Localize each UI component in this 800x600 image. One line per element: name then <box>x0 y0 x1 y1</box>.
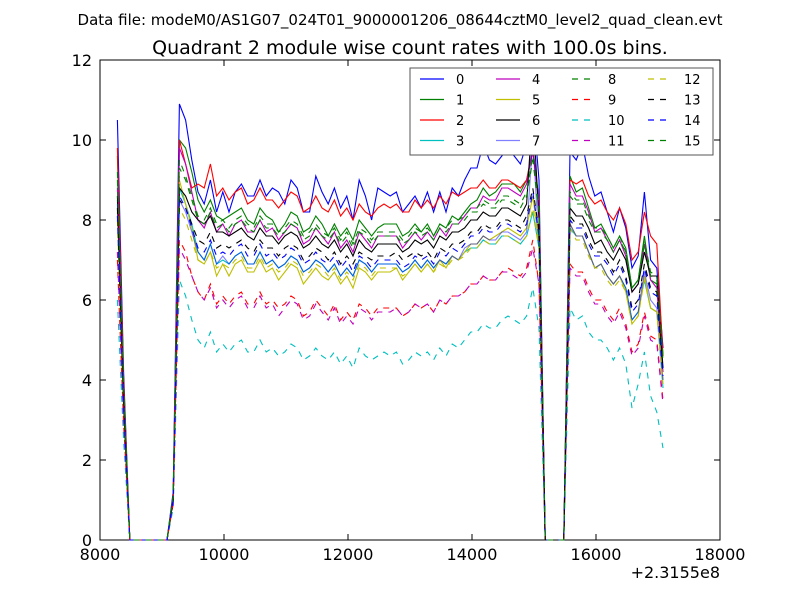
chart-title: Quadrant 2 module wise count rates with … <box>152 37 668 59</box>
legend-label-0: 0 <box>456 73 464 88</box>
legend-label-11: 11 <box>608 135 625 150</box>
series-line-7 <box>116 139 664 541</box>
x-tick-label: 14000 <box>447 545 498 564</box>
series-line-13 <box>116 187 664 541</box>
legend-label-6: 6 <box>532 114 540 129</box>
series-line-15 <box>116 155 664 541</box>
legend-label-4: 4 <box>532 73 540 88</box>
y-tick-label: 4 <box>82 371 92 390</box>
legend-label-8: 8 <box>608 73 616 88</box>
x-tick-label: 12000 <box>323 545 374 564</box>
series-line-10 <box>116 279 664 541</box>
x-tick-label: 10000 <box>199 545 250 564</box>
legend-label-10: 10 <box>608 114 625 129</box>
legend-label-5: 5 <box>532 94 540 109</box>
x-tick-label: 16000 <box>571 545 622 564</box>
legend-label-2: 2 <box>456 114 464 129</box>
series-line-9 <box>116 239 664 541</box>
y-tick-label: 12 <box>72 51 92 70</box>
series-line-8 <box>116 159 664 541</box>
series-line-11 <box>116 247 664 541</box>
y-tick-label: 0 <box>82 531 92 550</box>
x-axis-offset-label: +2.3155e8 <box>631 563 720 582</box>
legend-label-13: 13 <box>684 94 701 109</box>
y-tick-label: 10 <box>72 131 92 150</box>
legend-label-12: 12 <box>684 73 701 88</box>
series-line-12 <box>116 207 664 541</box>
y-tick-label: 6 <box>82 291 92 310</box>
legend-label-15: 15 <box>684 135 701 150</box>
legend-label-14: 14 <box>684 114 701 129</box>
legend-label-1: 1 <box>456 94 464 109</box>
series-line-2 <box>116 139 664 541</box>
legend-label-9: 9 <box>608 94 616 109</box>
y-tick-label: 8 <box>82 211 92 230</box>
series-line-6 <box>116 107 664 541</box>
x-tick-label: 8000 <box>80 545 121 564</box>
legend-label-3: 3 <box>456 135 464 150</box>
series-line-14 <box>116 191 664 541</box>
x-tick-label: 18000 <box>695 545 746 564</box>
y-tick-label: 2 <box>82 451 92 470</box>
legend-label-7: 7 <box>532 135 540 150</box>
data-file-label: Data file: modeM0/AS1G07_024T01_90000012… <box>78 11 723 30</box>
